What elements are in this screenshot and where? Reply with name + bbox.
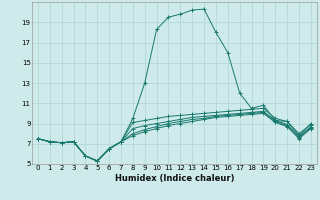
X-axis label: Humidex (Indice chaleur): Humidex (Indice chaleur): [115, 174, 234, 183]
